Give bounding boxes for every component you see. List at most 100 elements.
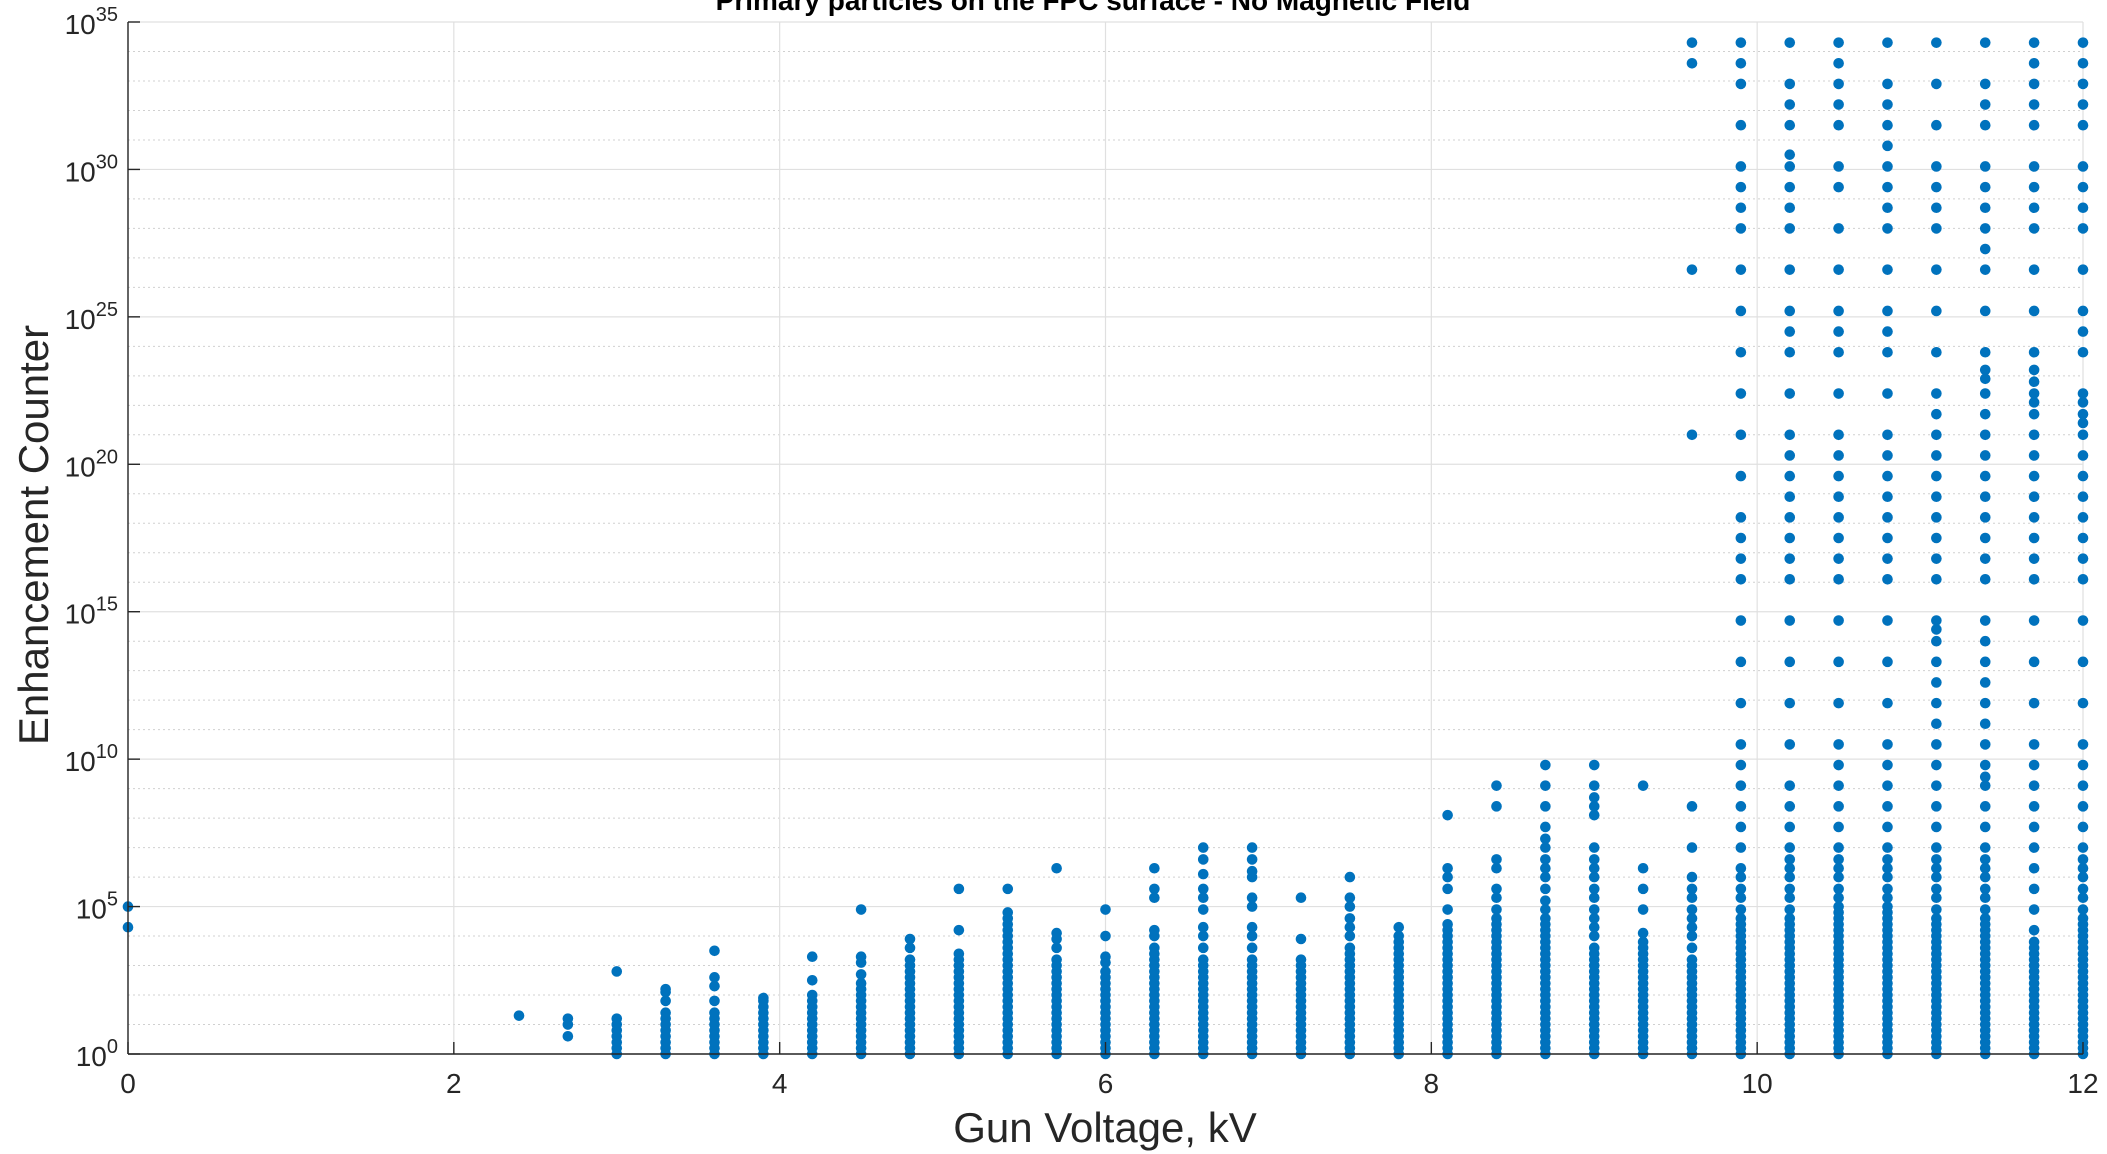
data-point (2077, 408, 2089, 420)
data-point (1931, 305, 1942, 317)
data-point (1197, 930, 1209, 942)
data-point (1833, 119, 1844, 131)
data-point (1979, 697, 1991, 709)
data-point (2028, 202, 2040, 214)
data-point (806, 974, 818, 986)
data-point (1784, 656, 1796, 668)
data-point (1588, 801, 1600, 812)
data-point (1979, 904, 1991, 915)
data-point (1979, 78, 1991, 90)
data-point (2028, 223, 2040, 234)
data-point (1246, 865, 1258, 877)
data-point (1686, 37, 1698, 48)
data-point (2028, 924, 2040, 936)
y-tick-label: 1020 (65, 446, 118, 482)
data-point (1979, 470, 1991, 482)
data-point (2077, 842, 2089, 853)
data-point (1833, 739, 1844, 750)
data-point (1588, 942, 1600, 954)
data-point (1931, 862, 1942, 874)
data-point (1784, 904, 1796, 915)
data-point (2028, 37, 2040, 48)
data-point (1540, 821, 1551, 833)
data-point (513, 1010, 525, 1021)
data-point (1491, 904, 1502, 915)
data-point (1979, 718, 1991, 730)
data-point (1833, 491, 1844, 503)
data-point (1833, 78, 1844, 90)
data-point (1051, 942, 1062, 954)
data-point (2077, 854, 2089, 865)
data-point (1833, 512, 1844, 523)
data-point (2077, 264, 2089, 275)
data-point (1686, 942, 1698, 954)
data-point (2028, 697, 2040, 709)
data-point (2028, 904, 2040, 915)
data-point (2077, 417, 2089, 429)
data-point (1979, 553, 1991, 564)
data-point (1784, 913, 1796, 924)
data-point (2028, 450, 2040, 461)
data-point (1686, 57, 1698, 69)
data-point (1246, 892, 1258, 904)
data-point (1246, 942, 1258, 954)
data-point (1882, 759, 1893, 771)
data-point (1735, 780, 1747, 791)
data-point (1442, 883, 1453, 895)
data-point (855, 977, 867, 989)
data-point (1149, 924, 1160, 936)
data-point (1833, 883, 1844, 895)
data-point (1197, 921, 1209, 933)
data-point (1735, 161, 1747, 172)
data-point (1393, 921, 1405, 933)
data-point (1882, 883, 1893, 895)
data-point (1735, 202, 1747, 214)
data-point (2077, 57, 2089, 69)
data-point (1979, 883, 1991, 895)
data-point (1979, 99, 1991, 110)
data-point (2077, 615, 2089, 626)
x-tick-label: 6 (1098, 1068, 1114, 1099)
data-point (709, 945, 720, 957)
data-point (2028, 470, 2040, 482)
data-point (1833, 346, 1844, 358)
data-point (1784, 223, 1796, 234)
data-point (1931, 842, 1942, 853)
data-point (2077, 862, 2089, 874)
data-point (1833, 862, 1844, 874)
data-point (1637, 927, 1649, 939)
data-point (611, 966, 623, 977)
data-point (1735, 429, 1747, 441)
data-point (1931, 553, 1942, 564)
data-point (1149, 883, 1160, 895)
data-point (1735, 904, 1747, 915)
x-tick-label: 12 (2067, 1068, 2098, 1099)
data-point (1833, 573, 1844, 585)
data-point (1540, 913, 1551, 924)
data-point (1686, 913, 1698, 924)
data-point (1882, 697, 1893, 709)
data-point (2077, 78, 2089, 90)
data-point (1491, 862, 1502, 874)
data-point (1979, 346, 1991, 358)
data-point (1686, 871, 1698, 883)
data-point (1931, 883, 1942, 895)
data-point (2028, 739, 2040, 750)
data-point (2077, 397, 2089, 408)
data-point (1735, 739, 1747, 750)
data-point (1197, 854, 1209, 865)
data-point (1931, 470, 1942, 482)
data-point (1882, 862, 1893, 874)
data-point (1882, 202, 1893, 214)
data-point (1833, 429, 1844, 441)
data-point (2028, 512, 2040, 523)
data-point (1100, 904, 1111, 915)
data-point (1686, 904, 1698, 915)
data-point (1588, 780, 1600, 791)
y-tick-label: 1035 (65, 4, 118, 40)
data-point (1784, 78, 1796, 90)
data-point (1540, 904, 1551, 915)
data-point (2028, 388, 2040, 399)
data-point (660, 983, 671, 995)
data-point (1735, 842, 1747, 853)
